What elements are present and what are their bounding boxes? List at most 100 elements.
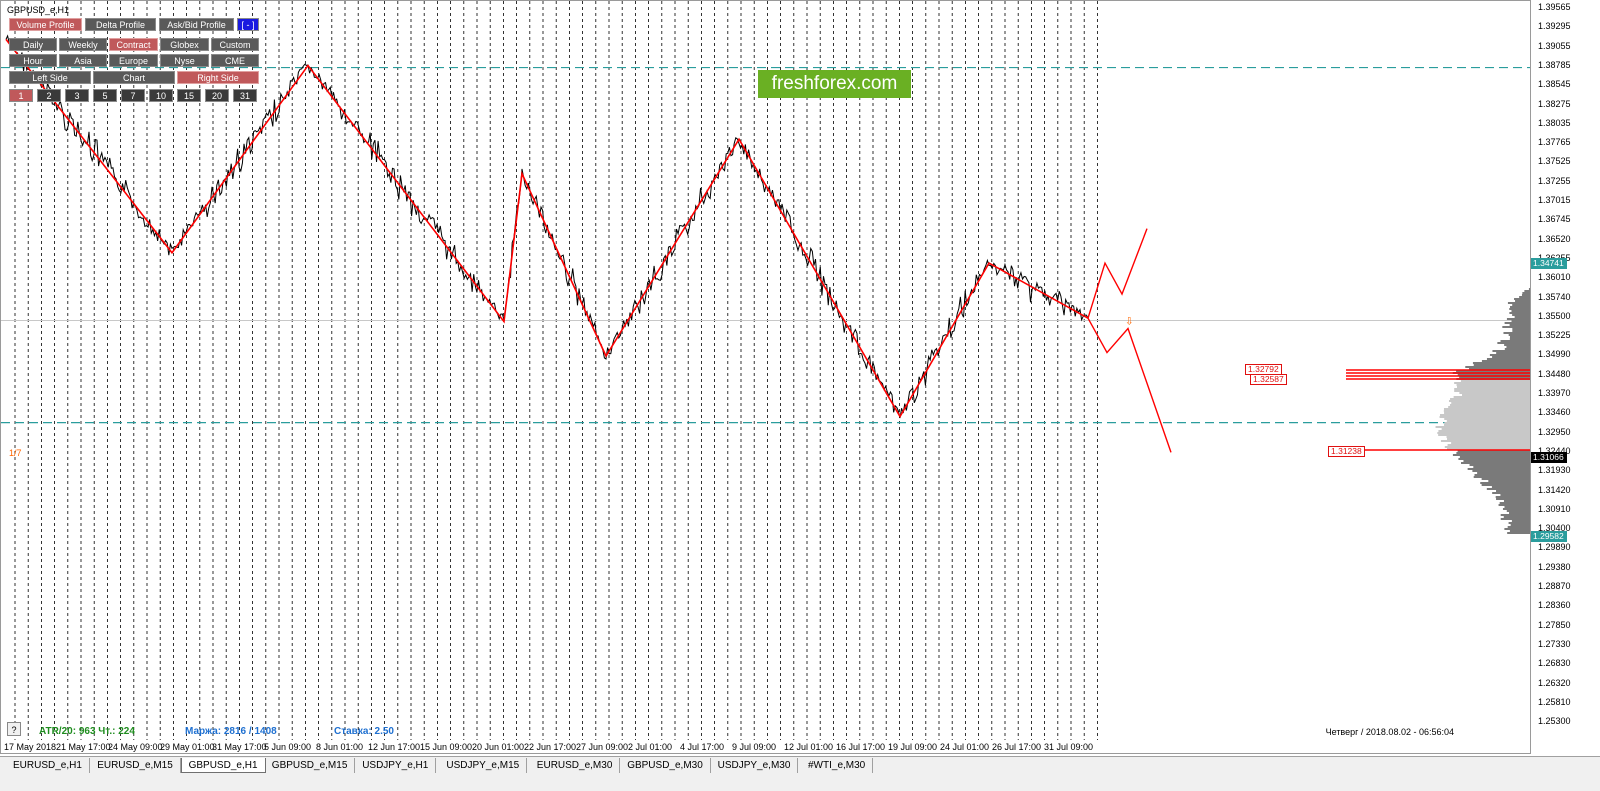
price-tick-label: 1.27850	[1538, 619, 1571, 630]
volume-profile-bar	[1511, 310, 1530, 312]
globex-button[interactable]: Globex	[160, 38, 209, 51]
volume-profile-bar	[1491, 486, 1530, 488]
contract-button[interactable]: Contract	[109, 38, 158, 51]
europe-button[interactable]: Europe	[109, 54, 158, 67]
price-tick-label: 1.36520	[1538, 233, 1571, 244]
chart-button[interactable]: Chart	[93, 71, 175, 84]
period-7-button[interactable]: 7	[121, 89, 145, 102]
volume-profile-bar	[1522, 292, 1530, 294]
volume-profile-bar	[1489, 354, 1530, 356]
left-side-button[interactable]: Left Side	[9, 71, 91, 84]
chart-tab[interactable]: GBPUSD_e,M30	[620, 758, 711, 773]
volume-profile-bar	[1459, 456, 1530, 458]
volume-profile-bar	[1508, 334, 1530, 336]
time-tick-label: 29 May 01:00	[160, 742, 215, 752]
chart-area[interactable]: ⇩ GBPUSD_e,H1 Volume Profile Delta Profi…	[0, 0, 1531, 754]
volume-profile-bar	[1512, 328, 1530, 330]
volume-profile-bar	[1515, 300, 1530, 302]
arrow-down-icon: ⇩	[1125, 316, 1133, 327]
volume-profile-bar	[1502, 508, 1530, 510]
time-tick-label: 31 Jul 09:00	[1044, 742, 1094, 752]
chart-tab[interactable]: EURUSD_e,M30	[530, 758, 621, 773]
price-tick-label: 1.39565	[1538, 2, 1571, 12]
period-10-button[interactable]: 10	[149, 89, 173, 102]
chart-tab[interactable]: GBPUSD_e,M15	[265, 758, 356, 773]
price-tick-label: 1.30400	[1538, 523, 1571, 534]
volume-profile-bar	[1452, 454, 1530, 456]
time-tick-label: 20 Jun 01:00	[472, 742, 525, 752]
volume-profile-bar	[1444, 418, 1530, 420]
volume-profile-bar	[1463, 460, 1530, 462]
period-5-button[interactable]: 5	[93, 89, 117, 102]
period-31-button[interactable]: 31	[233, 89, 257, 102]
volume-profile-bar	[1454, 390, 1530, 392]
chart-tab[interactable]: #WTI_e,M30	[801, 758, 874, 773]
chart-tab[interactable]: EURUSD_e,H1	[6, 758, 90, 773]
volume-profile-bar	[1504, 344, 1530, 346]
cme-button[interactable]: CME	[211, 54, 259, 67]
price-tick-label: 1.38275	[1538, 98, 1571, 109]
price-tick-label: 1.36255	[1538, 253, 1571, 264]
volume-profile-bar	[1512, 330, 1530, 332]
volume-profile-bar	[1474, 474, 1530, 476]
volume-profile-bar	[1443, 408, 1530, 410]
volume-profile-bar	[1514, 298, 1530, 300]
volume-profile-bar	[1503, 516, 1530, 518]
volume-profile-bar	[1528, 288, 1530, 290]
volume-profile-bar	[1503, 332, 1530, 334]
collapse-button[interactable]: [ - ]	[237, 18, 259, 31]
volume-profile-bar	[1472, 362, 1530, 364]
volume-profile-bar	[1509, 530, 1530, 532]
volume-profile-bar	[1461, 462, 1530, 464]
price-tick-label: 1.26320	[1538, 677, 1571, 688]
price-tick-label: 1.38545	[1538, 79, 1571, 90]
asia-button[interactable]: Asia	[59, 54, 107, 67]
help-button[interactable]: ?	[7, 722, 21, 736]
daily-button[interactable]: Daily	[9, 38, 57, 51]
volume-profile-bar	[1459, 392, 1530, 394]
period-1-button[interactable]: 1	[9, 89, 33, 102]
volume-profile-bar	[1509, 338, 1530, 340]
zigzag-line	[5, 38, 1089, 419]
volume-profile-bar	[1444, 422, 1530, 424]
delta-profile-button[interactable]: Delta Profile	[85, 18, 156, 31]
price-tick-label: 1.29890	[1538, 542, 1571, 553]
period-3-button[interactable]: 3	[65, 89, 89, 102]
chart-tab[interactable]: GBPUSD_e,H1	[180, 758, 266, 773]
level-marker: 1/7	[9, 448, 22, 458]
period-2-button[interactable]: 2	[37, 89, 61, 102]
volume-profile-bar	[1440, 414, 1530, 416]
weekly-button[interactable]: Weekly	[59, 38, 107, 51]
period-15-button[interactable]: 15	[177, 89, 201, 102]
volume-profile-bar	[1448, 406, 1530, 408]
ask-bid-profile-button[interactable]: Ask/Bid Profile	[159, 18, 234, 31]
chart-tab[interactable]: USDJPY_e,M30	[711, 758, 799, 773]
volume-profile-bar	[1507, 526, 1530, 528]
price-tick-label: 1.38035	[1538, 117, 1571, 128]
price-tick-label: 1.28870	[1538, 581, 1571, 591]
price-tick-label: 1.32440	[1538, 445, 1571, 456]
volume-profile-bar	[1504, 506, 1530, 508]
chart-tab[interactable]: USDJPY_e,H1	[355, 758, 437, 773]
time-tick-label: 15 Jun 09:00	[420, 742, 473, 752]
price-axis[interactable]: 1.39565 1.39295 1.39055 1.38785 1.38545 1.382…	[1531, 0, 1600, 754]
period-20-button[interactable]: 20	[205, 89, 229, 102]
volume-profile-bar	[1519, 296, 1530, 298]
current-price-tag: 1.31066	[1531, 452, 1567, 463]
price-tick-label: 1.32950	[1538, 426, 1571, 437]
chart-tab[interactable]: EURUSD_e,M15	[90, 758, 181, 773]
custom-button[interactable]: Custom	[211, 38, 259, 51]
time-axis: 17 May 2018 21 May 17:00 24 May 09:00 29 Ma…	[1, 740, 1530, 753]
price-tick-label: 1.39055	[1538, 40, 1571, 51]
volume-profile-button[interactable]: Volume Profile	[9, 18, 82, 31]
volume-profile-bar	[1443, 410, 1530, 412]
volume-profile-bar	[1444, 446, 1530, 448]
hour-button[interactable]: Hour	[9, 54, 57, 67]
price-tick-label: 1.26830	[1538, 658, 1571, 669]
volume-profile-bar	[1514, 316, 1530, 318]
nyse-button[interactable]: Nyse	[160, 54, 209, 67]
volume-profile-bar	[1438, 430, 1530, 432]
volume-profile-bar	[1473, 476, 1530, 478]
chart-tab[interactable]: USDJPY_e,M15	[439, 758, 528, 773]
right-side-button[interactable]: Right Side	[177, 71, 259, 84]
